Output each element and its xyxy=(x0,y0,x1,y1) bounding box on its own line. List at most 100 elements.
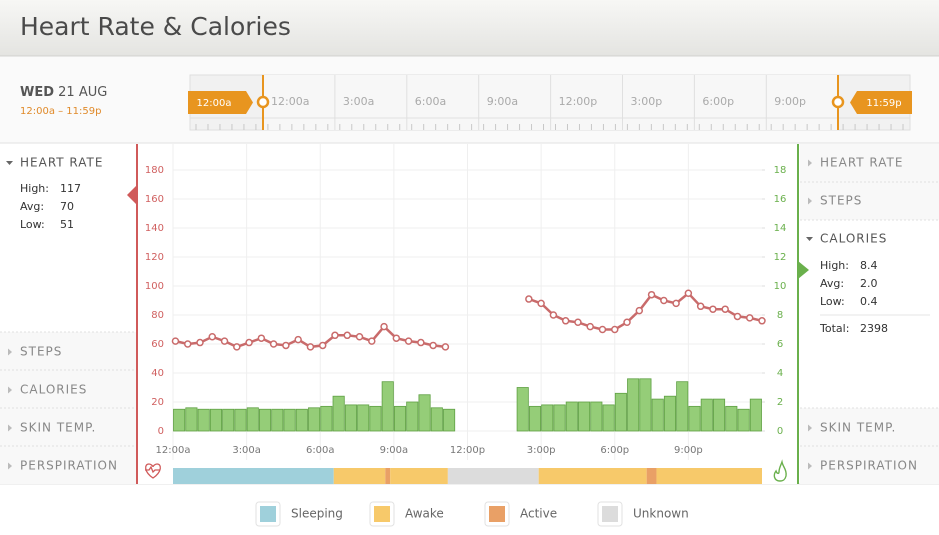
bar xyxy=(627,378,640,432)
start-handle-label: 12:00a xyxy=(197,98,232,109)
line-point xyxy=(611,325,619,334)
bar xyxy=(320,405,333,432)
start-handle-tag xyxy=(188,91,253,114)
stat-label: Avg: xyxy=(820,277,844,290)
bar xyxy=(393,405,407,432)
bar xyxy=(541,404,554,432)
activity-segment xyxy=(385,468,391,484)
timeline-label: 6:00p xyxy=(702,95,734,108)
x-tick-label: 3:00a xyxy=(232,445,261,456)
line-point xyxy=(429,341,437,350)
bar xyxy=(344,404,357,432)
legend-label: Awake xyxy=(405,507,444,521)
collapse-arrow xyxy=(808,424,812,432)
panel-row xyxy=(800,144,939,182)
expand-arrow xyxy=(6,161,13,165)
bar xyxy=(602,404,615,432)
panel-row-label[interactable]: PERSPIRATION xyxy=(20,459,118,473)
stat-value: 8.4 xyxy=(860,259,878,272)
handle-knob xyxy=(256,95,270,109)
bar xyxy=(713,398,726,432)
bar xyxy=(651,398,664,432)
bar xyxy=(528,405,542,432)
bar xyxy=(553,404,566,432)
date-range: 12:00a – 11:59p xyxy=(20,106,101,117)
panel-row-label[interactable]: STEPS xyxy=(20,345,62,359)
bar xyxy=(700,398,713,432)
line-point xyxy=(574,318,582,326)
line-point xyxy=(257,334,266,342)
weekday: WED xyxy=(20,85,54,100)
bar xyxy=(688,405,701,432)
timeline-label: 12:00p xyxy=(559,95,598,108)
bar xyxy=(565,401,578,432)
activity-segment xyxy=(646,468,657,484)
legend-label: Unknown xyxy=(633,507,689,521)
line-point xyxy=(220,337,229,345)
line-point xyxy=(318,341,327,350)
stat-value: 0.4 xyxy=(860,295,878,308)
y-tick-label: 20 xyxy=(151,397,164,408)
bar xyxy=(406,401,419,432)
stat-label: Low: xyxy=(20,218,45,231)
x-tick-label: 3:00p xyxy=(527,445,556,456)
line-point xyxy=(537,299,545,308)
chart: 0 20 40 60 80 100 120 140 160 180 200 0 2 4 6 8 10 12 14 16… xyxy=(127,136,809,484)
line-point xyxy=(233,343,241,351)
end-handle-tag xyxy=(850,91,912,114)
y2-tick-label: 16 xyxy=(774,194,787,205)
panel-row-label[interactable]: SKIN TEMP. xyxy=(20,421,96,435)
activity-segment xyxy=(173,468,334,484)
x-tick-label: 6:00p xyxy=(600,445,629,456)
activity-segment xyxy=(656,468,762,484)
line-point xyxy=(404,337,413,345)
line-point xyxy=(758,317,766,325)
y2-tick-label: 14 xyxy=(774,223,787,234)
panel-row xyxy=(0,446,136,484)
line-point xyxy=(623,318,631,326)
line-point xyxy=(721,305,729,313)
panel-row-label[interactable]: STEPS xyxy=(820,194,862,208)
line-point xyxy=(733,312,742,321)
panel-row xyxy=(800,446,939,484)
y-tick-label: 60 xyxy=(151,339,164,350)
bar xyxy=(173,408,186,432)
y-tick-label: 140 xyxy=(145,223,164,234)
bar xyxy=(369,405,382,432)
line-point xyxy=(196,338,204,347)
stat-label: Avg: xyxy=(20,200,44,213)
bar xyxy=(749,398,762,432)
collapse-arrow xyxy=(8,424,12,432)
y-tick-label: 200 xyxy=(145,136,164,147)
bar xyxy=(246,407,259,432)
stat-label: High: xyxy=(20,182,49,195)
bar xyxy=(295,408,308,432)
line-point xyxy=(355,333,364,341)
line-point xyxy=(245,338,253,347)
line-point xyxy=(525,295,533,303)
legend-swatch xyxy=(602,506,618,522)
stat-value: 51 xyxy=(60,218,74,231)
y-tick-label: 180 xyxy=(145,165,164,176)
bar xyxy=(381,381,394,432)
panel-row-label[interactable]: SKIN TEMP. xyxy=(820,421,896,435)
stat-value: 2398 xyxy=(860,322,888,335)
y-tick-label: 120 xyxy=(145,252,164,263)
timeline-label: 12:00a xyxy=(271,95,309,108)
end-handle-label: 11:59p xyxy=(866,98,901,109)
timeline-label: 9:00p xyxy=(774,95,806,108)
plot: 0 20 40 60 80 100 120 140 160 180 200 0 2 4 6 8 10 12 14 16… xyxy=(145,136,787,484)
expand-arrow xyxy=(806,237,813,241)
stat-label: Total: xyxy=(819,322,849,335)
line-point xyxy=(183,340,192,348)
panel-row-label[interactable]: CALORIES xyxy=(20,383,87,397)
line-point xyxy=(745,314,754,322)
bar xyxy=(209,408,222,432)
line-point xyxy=(368,337,376,345)
panel-row-label[interactable]: PERSPIRATION xyxy=(820,459,918,473)
day-month: 21 AUG xyxy=(58,85,107,100)
panel-row-label[interactable]: HEART RATE xyxy=(820,156,903,170)
stat-value: 2.0 xyxy=(860,277,878,290)
bar xyxy=(663,395,677,432)
collapse-arrow xyxy=(8,462,12,470)
